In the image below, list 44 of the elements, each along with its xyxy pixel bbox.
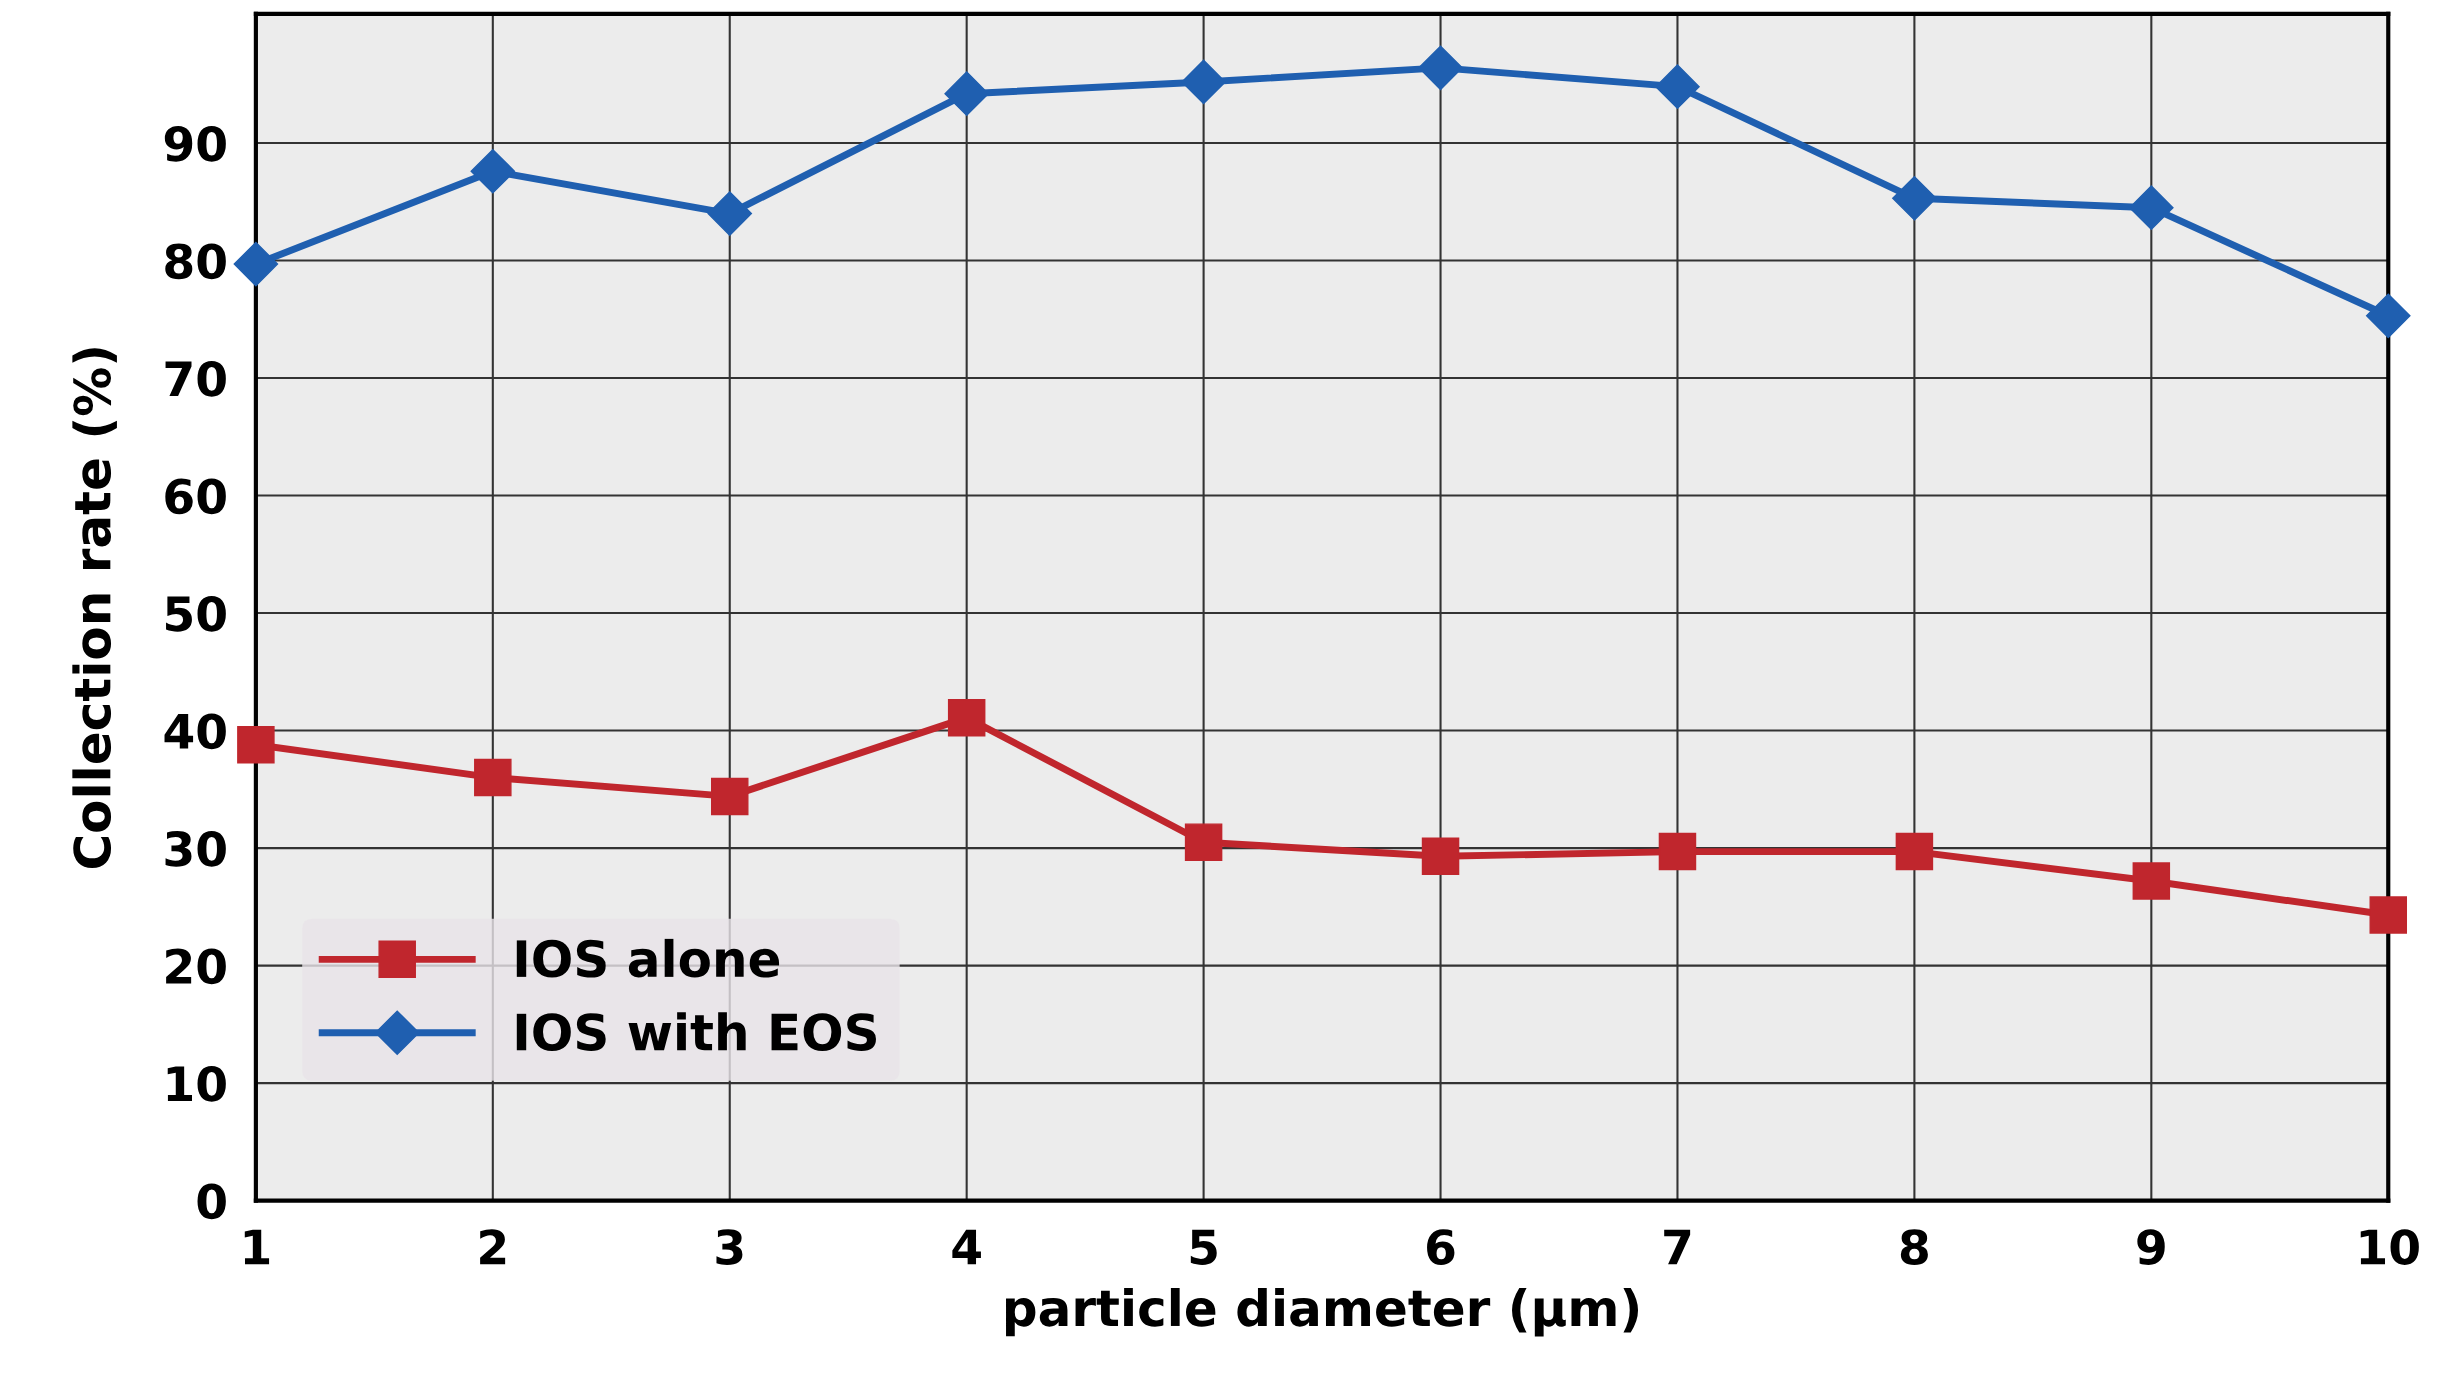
y-tick-label: 80 (165, 243, 226, 280)
point (1892, 175, 1937, 221)
x-tick-label: 9 (2137, 1229, 2165, 1265)
point (470, 148, 516, 194)
point (1181, 59, 1226, 105)
y-tick-label: 50 (166, 595, 226, 632)
point (1658, 832, 1697, 871)
x-tick-label: 1 (244, 1229, 270, 1265)
point (1655, 64, 1700, 109)
point (710, 777, 749, 816)
x-tick-label: 2 (480, 1229, 506, 1265)
y-tick-label: 30 (165, 830, 226, 867)
x-tick-label: 7 (1664, 1229, 1691, 1265)
point (944, 71, 989, 117)
y-tick-label: 0 (197, 1183, 226, 1220)
point (2132, 862, 2171, 900)
y-tick-label: 20 (166, 948, 226, 985)
x-tick-label: 8 (1900, 1229, 1928, 1265)
x-tick-label: 6 (1427, 1229, 1455, 1265)
y-tick-label: 90 (164, 125, 226, 162)
point (1418, 45, 1463, 91)
point (2129, 185, 2174, 230)
legend-label: IOS alone (516, 938, 780, 978)
point (1421, 837, 1460, 876)
point (233, 241, 279, 287)
y-axis-title: Collection rate (%) (72, 348, 117, 869)
x-tick-label: 3 (716, 1229, 743, 1265)
point (474, 758, 512, 797)
point (1184, 823, 1223, 861)
point (1895, 832, 1934, 871)
legend-label: IOS with EOS (516, 1012, 876, 1051)
x-tick-label: 5 (1190, 1229, 1217, 1265)
x-axis-title: particle diameter (µm) (1006, 1287, 1639, 1337)
point (947, 698, 986, 737)
point (707, 191, 753, 236)
y-tick-label: 40 (164, 713, 226, 750)
point (2369, 896, 2408, 934)
point (2365, 293, 2411, 339)
y-tick-label: 70 (165, 360, 226, 397)
y-tick-label: 10 (167, 1065, 226, 1102)
point (237, 725, 275, 764)
y-tick-label: 60 (165, 478, 226, 515)
x-tick-label: 10 (2360, 1229, 2419, 1265)
x-tick-label: 4 (952, 1229, 981, 1265)
